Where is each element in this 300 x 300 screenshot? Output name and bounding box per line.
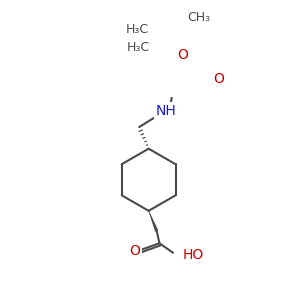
Text: H₃C: H₃C — [125, 23, 148, 36]
Text: O: O — [213, 72, 224, 86]
Polygon shape — [148, 211, 158, 232]
Text: O: O — [178, 49, 188, 62]
Text: HO: HO — [183, 248, 204, 262]
Text: NH: NH — [156, 104, 177, 118]
Text: H₃C: H₃C — [127, 41, 150, 54]
Text: CH₃: CH₃ — [187, 11, 210, 24]
Text: O: O — [129, 244, 140, 258]
